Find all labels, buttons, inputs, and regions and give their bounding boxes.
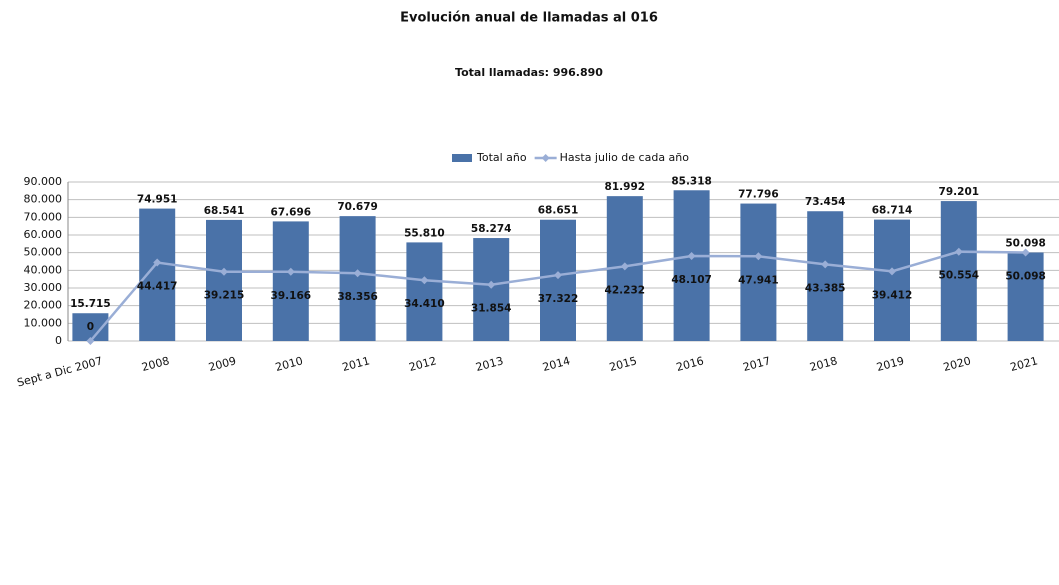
bar-value-label: 15.715: [70, 298, 111, 310]
line-marker: [420, 276, 429, 285]
bar: [473, 238, 510, 341]
bar-value-label: 77.796: [738, 189, 779, 201]
line-marker: [153, 258, 162, 267]
legend-label: Total año: [476, 151, 527, 164]
line-marker: [554, 271, 562, 280]
bar-value-label: 73.454: [805, 196, 846, 208]
line-value-label: 31.854: [471, 303, 512, 315]
bar-value-label: 85.318: [671, 175, 712, 187]
y-tick-label: 0: [55, 334, 62, 347]
line-value-label: 39.166: [271, 290, 312, 302]
line-marker: [754, 252, 763, 261]
x-tick-label: 2017: [742, 354, 772, 374]
line-value-label: 50.554: [939, 270, 980, 282]
bar: [540, 219, 576, 341]
bar: [807, 211, 844, 341]
bar-value-label: 79.201: [939, 186, 980, 198]
x-tick-label: 2016: [675, 354, 705, 374]
x-tick-label: 2008: [140, 354, 170, 374]
y-tick-label: 60.000: [24, 228, 63, 241]
x-tick-label: 2015: [608, 354, 638, 374]
bar-value-label: 58.274: [471, 223, 512, 235]
bar-value-label: 74.951: [137, 194, 178, 206]
x-tick-label: 2020: [942, 354, 972, 374]
line-marker: [353, 269, 362, 278]
bar-value-label: 67.696: [271, 206, 312, 218]
x-tick-label: 2019: [875, 354, 905, 374]
legend-marker: [541, 154, 550, 162]
bar: [740, 203, 777, 341]
x-tick-label: 2018: [808, 354, 838, 374]
x-tick-label: 2014: [541, 354, 571, 374]
line-value-label: 44.417: [137, 281, 178, 293]
bar-value-label: 68.651: [538, 205, 579, 217]
chart-subtitle: Total llamadas: 996.890: [455, 66, 603, 79]
line-value-label: 0: [87, 321, 94, 333]
bar: [339, 216, 376, 341]
bar: [874, 219, 910, 341]
y-tick-label: 30.000: [24, 281, 63, 294]
line-marker: [286, 267, 295, 276]
bar: [406, 242, 443, 341]
bar-value-label: 68.541: [204, 205, 245, 217]
y-tick-label: 70.000: [24, 210, 63, 223]
bar-value-label: 68.714: [872, 205, 913, 217]
line-value-label: 34.410: [404, 298, 445, 310]
legend-swatch: [452, 154, 472, 162]
bar-value-label: 81.992: [605, 181, 646, 193]
line-marker: [821, 260, 830, 269]
line-value-label: 43.385: [805, 282, 846, 294]
x-tick-label: 2011: [341, 354, 371, 374]
line-value-label: 39.412: [872, 289, 913, 301]
line-value-label: 42.232: [605, 284, 646, 296]
bar: [1007, 252, 1044, 341]
line-marker: [86, 337, 95, 345]
bar: [139, 208, 176, 341]
legend-label: Hasta julio de cada año: [560, 151, 690, 164]
x-tick-label: Sept a Dic 2007: [16, 354, 104, 389]
chart-title: Evolución anual de llamadas al 016: [400, 11, 658, 26]
x-tick-label: 2010: [274, 354, 304, 374]
bar: [206, 219, 242, 341]
x-tick-label: 2021: [1009, 354, 1039, 374]
line-value-label: 48.107: [671, 274, 712, 286]
line-marker: [1021, 248, 1030, 257]
bar: [272, 221, 309, 341]
line-marker: [888, 267, 896, 276]
y-tick-label: 80.000: [24, 193, 63, 206]
x-tick-label: 2009: [207, 354, 237, 374]
line-marker: [220, 267, 228, 276]
y-tick-label: 50.000: [24, 246, 63, 259]
bar-value-label: 50.098: [1005, 237, 1046, 249]
line-value-label: 50.098: [1005, 270, 1046, 282]
bar: [673, 190, 710, 341]
y-tick-label: 10.000: [24, 316, 63, 329]
line-marker: [687, 252, 696, 261]
line-value-label: 39.215: [204, 290, 245, 302]
y-tick-label: 20.000: [24, 299, 63, 312]
line-marker: [620, 262, 629, 271]
line-value-label: 38.356: [337, 291, 378, 303]
bar-value-label: 70.679: [337, 201, 378, 213]
y-tick-label: 90.000: [24, 175, 63, 188]
y-tick-label: 40.000: [24, 263, 63, 276]
line-marker: [954, 247, 963, 256]
bar-value-label: 55.810: [404, 227, 445, 239]
x-tick-label: 2013: [474, 354, 504, 374]
line-marker: [487, 280, 496, 289]
bar: [940, 201, 977, 341]
x-tick-label: 2012: [408, 354, 438, 374]
line-value-label: 47.941: [738, 274, 779, 286]
line-value-label: 37.322: [538, 293, 579, 305]
